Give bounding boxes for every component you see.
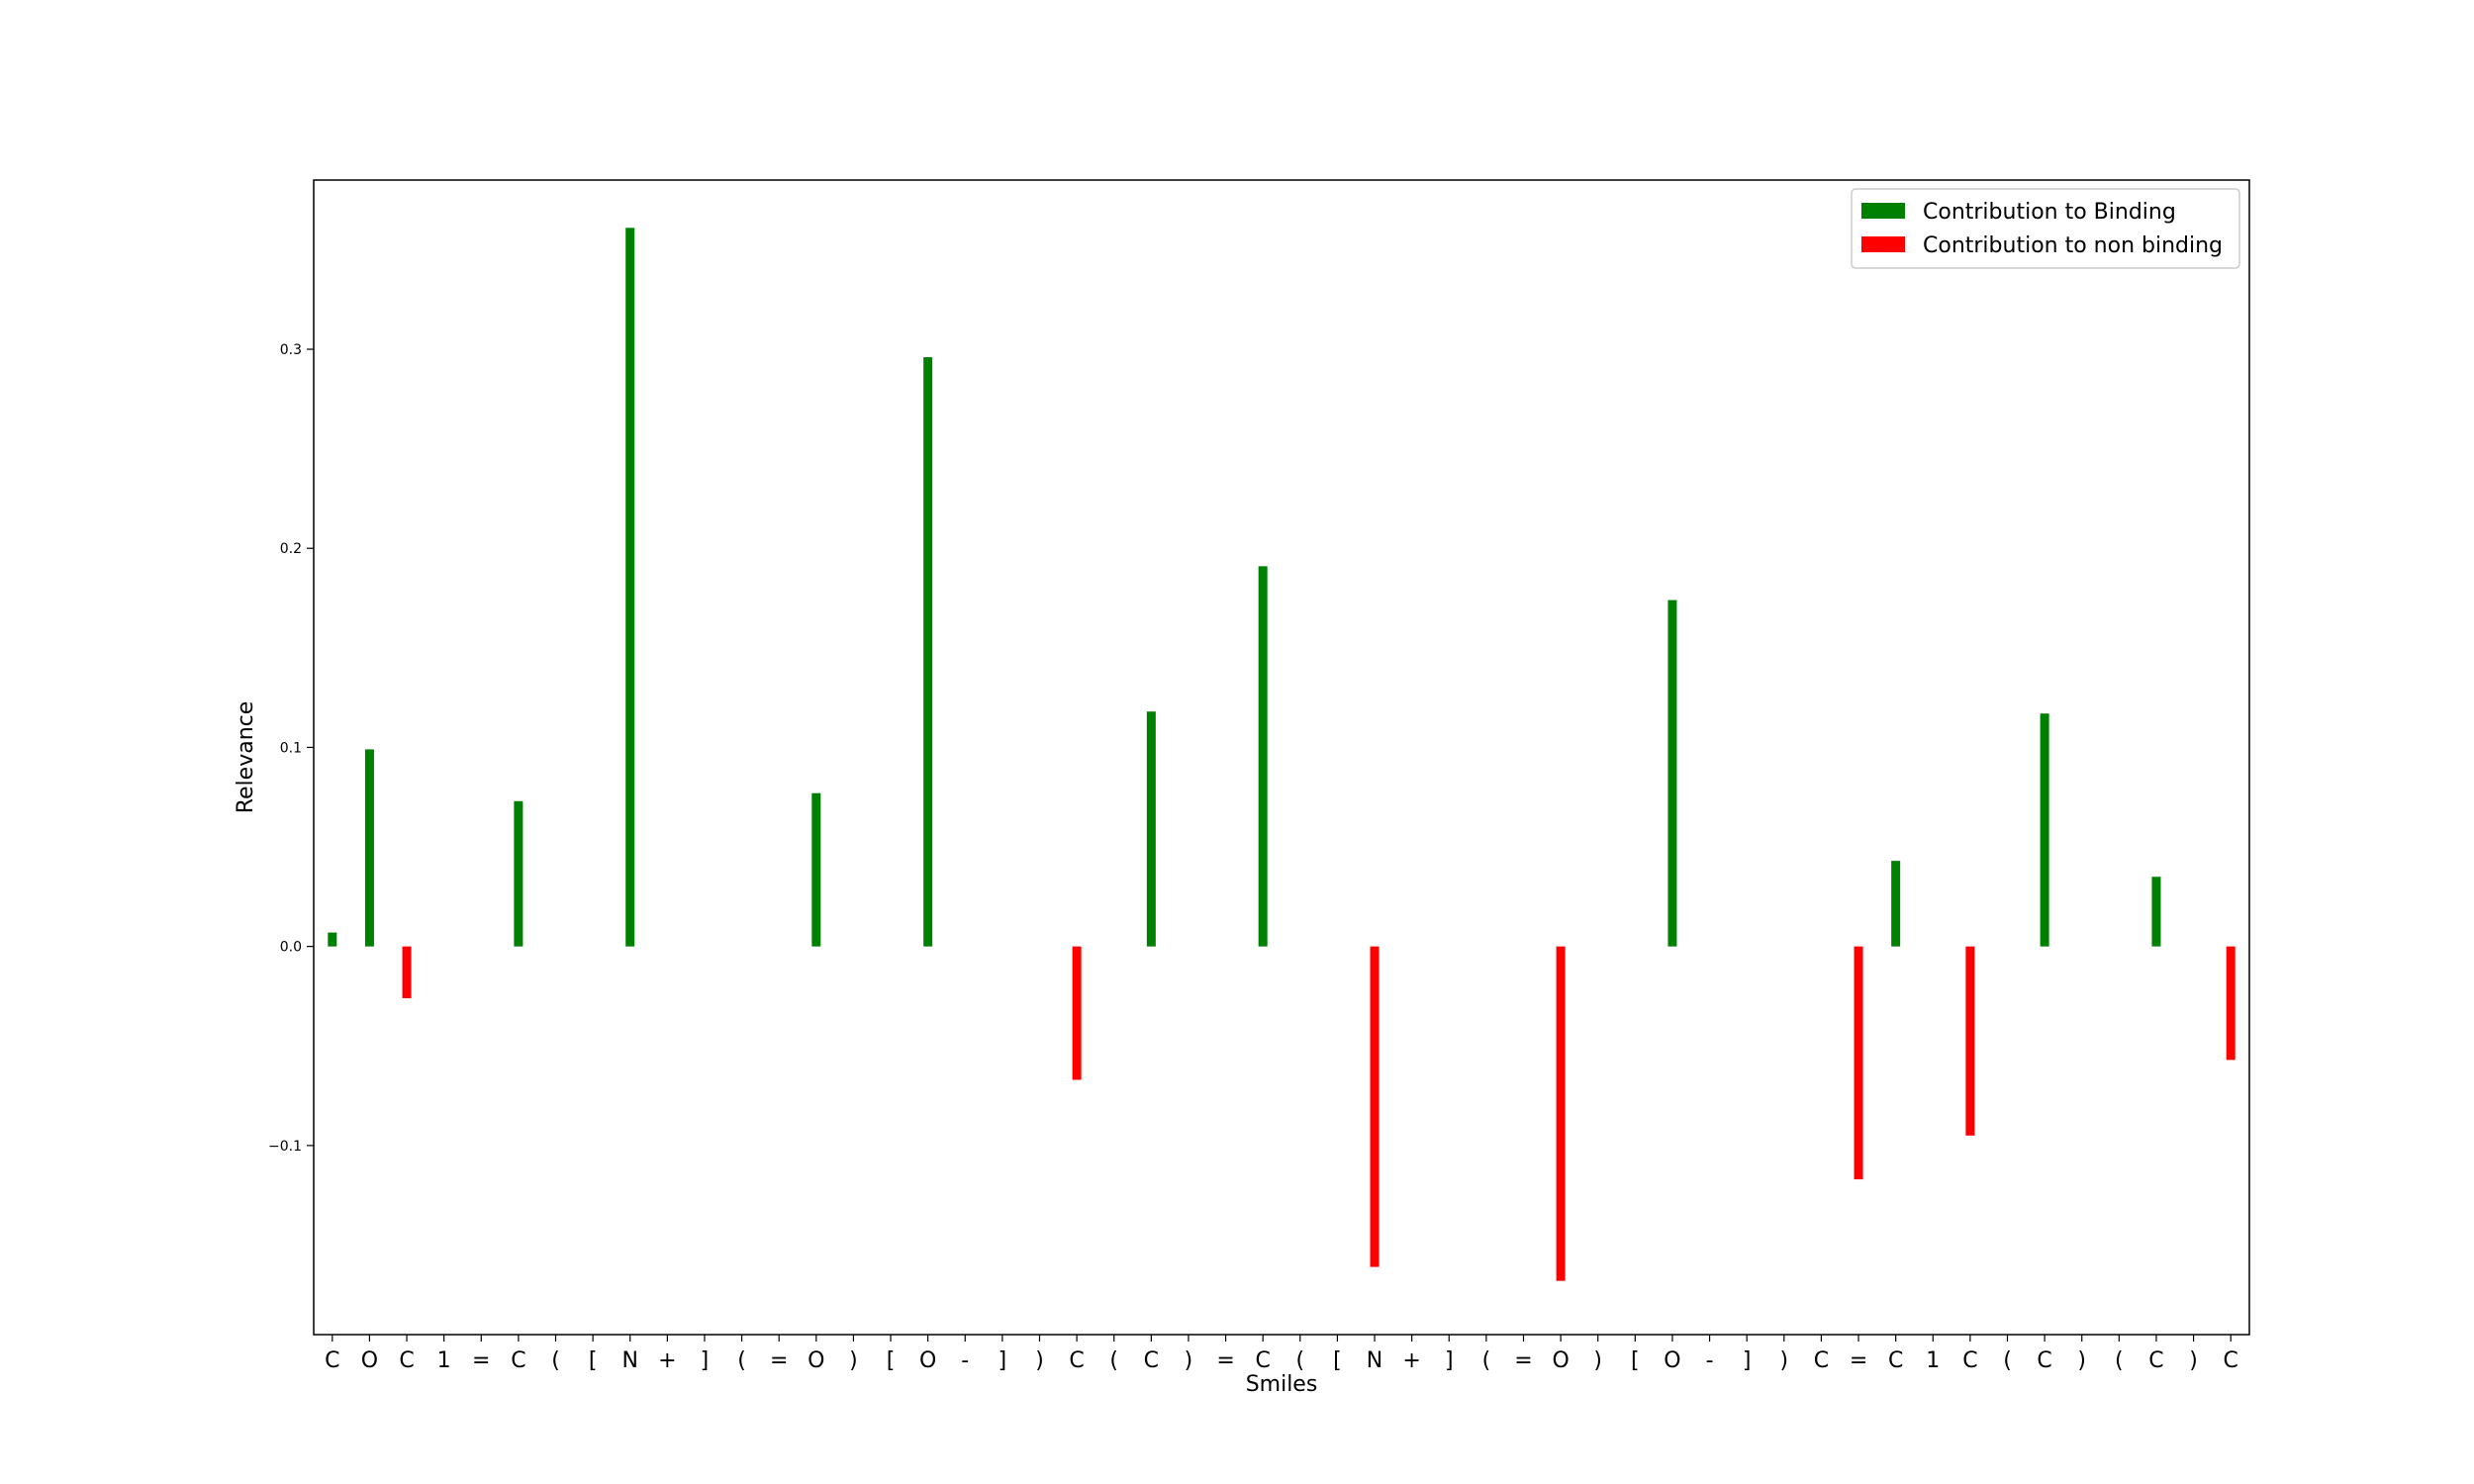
x-tick-label: [ — [1333, 1348, 1342, 1373]
bar-binding — [364, 749, 374, 947]
x-tick-label: [ — [887, 1348, 896, 1373]
x-tick-label: ) — [1593, 1348, 1602, 1373]
legend-label-binding: Contribution to Binding — [1923, 200, 2176, 225]
x-tick-label: + — [1402, 1348, 1420, 1373]
x-tick-label: C — [1144, 1348, 1159, 1373]
x-tick-label: C — [399, 1348, 414, 1373]
x-tick-label: = — [472, 1348, 490, 1373]
bar-non-binding — [1854, 946, 1863, 1180]
bar-binding — [1891, 861, 1901, 947]
x-tick-label: C — [2148, 1348, 2163, 1373]
bar-binding — [1258, 566, 1268, 947]
x-tick-label: O — [361, 1348, 378, 1373]
x-tick-label: ) — [2189, 1348, 2198, 1373]
x-tick-label: N — [621, 1348, 637, 1373]
x-tick-label: C — [1962, 1348, 1977, 1373]
bar-non-binding — [402, 946, 412, 998]
x-tick-label: = — [1850, 1348, 1867, 1373]
x-tick-label: ( — [1109, 1348, 1118, 1373]
bar-binding — [923, 357, 933, 947]
x-tick-label: O — [808, 1348, 824, 1373]
bar-binding — [811, 792, 821, 947]
x-tick-label: C — [325, 1348, 339, 1373]
x-tick-label: C — [1256, 1348, 1271, 1373]
x-tick-label: = — [1514, 1348, 1532, 1373]
x-tick-label: O — [919, 1348, 936, 1373]
x-tick-label: O — [1664, 1348, 1680, 1373]
bar-binding — [328, 932, 337, 947]
x-tick-label: ) — [1035, 1348, 1044, 1373]
x-axis-label: Smiles — [1246, 1372, 1318, 1397]
x-tick-label: [ — [1631, 1348, 1640, 1373]
legend-label-non-binding: Contribution to non binding — [1923, 233, 2223, 258]
x-tick-label: ) — [849, 1348, 858, 1373]
y-tick-label: 0.0 — [280, 940, 302, 956]
x-tick-label: - — [961, 1348, 969, 1373]
x-tick-label: + — [658, 1348, 676, 1373]
x-tick-label: - — [1706, 1348, 1714, 1373]
y-tick-label: −0.1 — [268, 1139, 302, 1155]
bar-non-binding — [2226, 946, 2236, 1061]
x-tick-label: [ — [589, 1348, 598, 1373]
y-axis-label: Relevance — [234, 701, 258, 814]
bar-non-binding — [1965, 946, 1975, 1136]
x-tick-label: ) — [1185, 1348, 1193, 1373]
x-tick-label: O — [1552, 1348, 1569, 1373]
x-tick-label: C — [1888, 1348, 1903, 1373]
y-tick-label: 0.3 — [280, 342, 302, 358]
x-tick-label: 1 — [1926, 1348, 1940, 1373]
legend: Contribution to Binding Contribution to … — [1851, 188, 2240, 269]
x-tick-label: ( — [551, 1348, 560, 1373]
y-tick-label: 0.2 — [280, 541, 302, 557]
bar-non-binding — [1556, 946, 1566, 1281]
x-tick-label: C — [511, 1348, 525, 1373]
x-tick-label: C — [2037, 1348, 2051, 1373]
x-tick-label: ] — [999, 1348, 1007, 1373]
x-tick-label: ] — [1743, 1348, 1752, 1373]
x-tick-label: C — [1069, 1348, 1084, 1373]
x-tick-label: ( — [1296, 1348, 1305, 1373]
bar-binding — [625, 228, 635, 947]
bars-group — [328, 228, 2236, 1281]
x-tick-label: ] — [701, 1348, 710, 1373]
legend-swatch-binding — [1861, 203, 1905, 219]
x-tick-label: N — [1367, 1348, 1382, 1373]
x-tick-label: ( — [2115, 1348, 2124, 1373]
legend-swatch-non-binding — [1861, 236, 1905, 252]
x-tick-label: 1 — [437, 1348, 451, 1373]
x-tick-label: ( — [1482, 1348, 1491, 1373]
x-axis-ticks: C O C 1 = C([N +](= O)[O -]) C(C) = C([N +](= O)[O -])… — [325, 1335, 2238, 1373]
x-tick-label: ( — [737, 1348, 746, 1373]
bar-binding — [514, 800, 523, 947]
x-tick-label: C — [2224, 1348, 2238, 1373]
bar-non-binding — [1370, 946, 1380, 1267]
bar-binding — [1146, 711, 1156, 947]
x-tick-label: ( — [2003, 1348, 2012, 1373]
bar-binding — [2151, 877, 2161, 947]
x-tick-label: = — [1216, 1348, 1234, 1373]
bar-binding — [1667, 600, 1677, 947]
bar-binding — [2040, 713, 2049, 947]
y-axis-ticks: −0.1 0.0 0.1 0.2 0.3 — [268, 342, 314, 1155]
legend-box — [1851, 188, 2240, 269]
plot-area-frame — [313, 179, 2250, 1336]
x-tick-label: C — [1814, 1348, 1829, 1373]
x-tick-label: = — [770, 1348, 788, 1373]
x-tick-label: ] — [1445, 1348, 1454, 1373]
x-tick-label: ) — [2077, 1348, 2086, 1373]
bar-non-binding — [1072, 946, 1082, 1080]
y-tick-label: 0.1 — [280, 740, 302, 756]
x-tick-label: ) — [1780, 1348, 1789, 1373]
